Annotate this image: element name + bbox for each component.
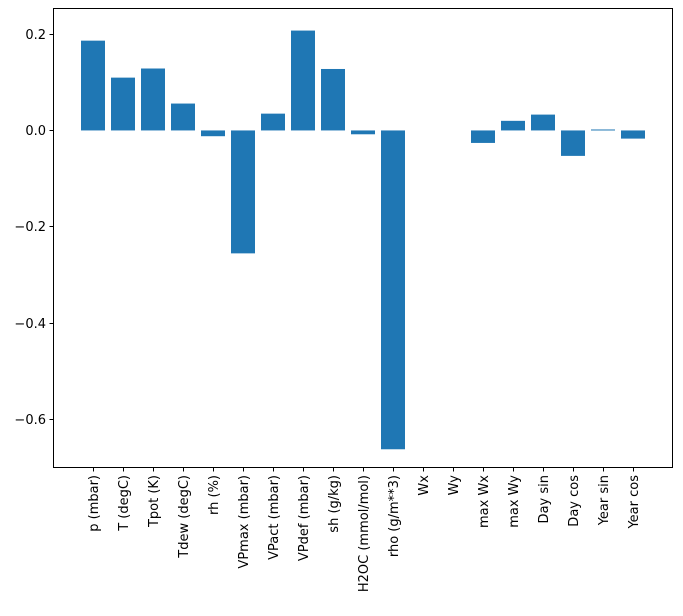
x-tick-label-max-wx: max Wx xyxy=(477,475,492,528)
x-tick-label-day-cos: Day cos xyxy=(567,475,582,527)
x-tick-label-max-wy: max Wy xyxy=(507,475,522,528)
x-tick-label-vpdef-mbar: VPdef (mbar) xyxy=(297,475,312,561)
y-tick-label-0-6: −0.6 xyxy=(14,413,46,428)
y-tick-label-0-0: 0.0 xyxy=(25,124,46,139)
x-tick-label-vpmax-mbar: VPmax (mbar) xyxy=(237,475,252,569)
x-tick-label-rh: rh (%) xyxy=(207,475,222,515)
y-tick-label-0-2: 0.2 xyxy=(25,28,46,43)
bar-max-wx xyxy=(471,130,495,143)
bar-tdew-degc xyxy=(171,103,195,131)
x-tick-label-wx: Wx xyxy=(417,475,432,496)
x-tick-label-year-sin: Year sin xyxy=(597,475,612,526)
x-tick-label-t-degc: T (degC) xyxy=(117,475,132,532)
x-tick-label-tpot-k: Tpot (K) xyxy=(147,475,162,528)
x-tick-label-sh-g-kg: sh (g/kg) xyxy=(327,475,342,533)
bar-vpdef-mbar xyxy=(291,30,315,131)
bar-sh-g-kg xyxy=(321,68,345,131)
bar-rh xyxy=(201,130,225,137)
bar-day-sin xyxy=(531,114,555,131)
x-tick-label-day-sin: Day sin xyxy=(537,475,552,523)
bar-year-sin xyxy=(591,129,615,131)
bar-max-wy xyxy=(501,120,525,131)
x-tick-label-wy: Wy xyxy=(447,475,462,496)
plot-border xyxy=(53,8,673,468)
bar-vpmax-mbar xyxy=(231,130,255,254)
x-tick-label-rho-g-m-3: rho (g/m**3) xyxy=(387,475,402,557)
bar-p-mbar xyxy=(81,40,105,131)
bar-vpact-mbar xyxy=(261,113,285,131)
x-tick-label-year-cos: Year cos xyxy=(627,475,642,530)
x-tick-label-h2oc-mmol-mol: H2OC (mmol/mol) xyxy=(357,475,372,592)
bar-year-cos xyxy=(621,130,645,139)
bar-t-degc xyxy=(111,77,135,131)
x-tick-label-vpact-mbar: VPact (mbar) xyxy=(267,475,282,560)
x-tick-label-tdew-degc: Tdew (degC) xyxy=(177,475,192,559)
bar-tpot-k xyxy=(141,68,165,131)
x-tick-label-p-mbar: p (mbar) xyxy=(87,475,102,532)
bar-rho-g-m-3 xyxy=(381,130,405,450)
y-tick-label-0-4: −0.4 xyxy=(14,317,46,332)
bar-h2oc-mmol-mol xyxy=(351,130,375,135)
bar-day-cos xyxy=(561,130,585,156)
y-tick-label-0-2: −0.2 xyxy=(14,220,46,235)
